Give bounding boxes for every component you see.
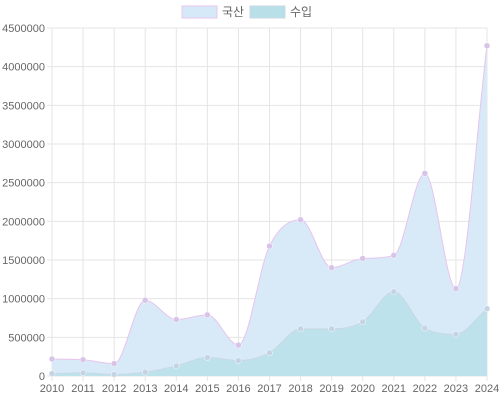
- data-point-series-1[interactable]: [359, 255, 366, 262]
- legend-swatch: [249, 5, 286, 19]
- data-point-series-1[interactable]: [297, 216, 304, 224]
- legend-label: 수입: [290, 5, 312, 19]
- y-tick-label: 3000000: [2, 139, 45, 151]
- area-series-2: [52, 291, 487, 376]
- data-point-series-1[interactable]: [48, 355, 56, 363]
- x-axis: 2010 2011 2012 2013 2014 2015 2016 2017 2018 2019…: [40, 376, 499, 395]
- line-series-1: [51, 45, 488, 365]
- y-tick-label: 0: [39, 371, 45, 383]
- data-point-series-1[interactable]: [79, 356, 87, 364]
- chart-legend[interactable]: 국산 수입: [181, 5, 312, 19]
- data-point-series-2[interactable]: [235, 357, 242, 364]
- area-series-1: [52, 45, 487, 376]
- x-tick-label: 2023: [444, 383, 468, 395]
- x-tick-label: 2019: [319, 383, 343, 395]
- y-tick-label: 1000000: [2, 294, 45, 306]
- data-point-series-1[interactable]: [266, 242, 273, 250]
- legend-item-1[interactable]: 국산: [181, 5, 244, 19]
- data-point-series-1[interactable]: [173, 316, 180, 323]
- y-tick-label: 500000: [8, 332, 45, 344]
- y-tick-label: 1500000: [2, 255, 45, 267]
- x-tick-label: 2011: [71, 383, 95, 395]
- data-point-series-2[interactable]: [483, 305, 491, 312]
- data-point-series-1[interactable]: [328, 264, 335, 271]
- data-point-series-1[interactable]: [110, 360, 118, 367]
- data-point-series-2[interactable]: [297, 325, 304, 333]
- data-point-series-2[interactable]: [390, 288, 398, 295]
- x-tick-label: 2017: [257, 383, 281, 395]
- y-tick-label: 2500000: [2, 178, 45, 190]
- data-point-series-1[interactable]: [390, 252, 398, 259]
- data-point-series-1[interactable]: [452, 285, 460, 292]
- y-axis: 0 500000 1000000 1500000 2000000 2500000 30000…: [2, 23, 52, 383]
- data-point-series-2[interactable]: [421, 324, 429, 332]
- x-tick-label: 2012: [102, 383, 126, 395]
- x-tick-label: 2016: [226, 383, 250, 395]
- x-tick-label: 2015: [195, 383, 219, 395]
- x-tick-label: 2018: [288, 383, 312, 395]
- data-point-series-1[interactable]: [141, 296, 149, 304]
- data-point-series-1[interactable]: [204, 311, 211, 319]
- x-tick-label: 2013: [133, 383, 157, 395]
- x-tick-label: 2024: [475, 383, 499, 395]
- legend-swatch: [181, 5, 218, 19]
- x-tick-label: 2014: [164, 383, 188, 395]
- data-point-series-1[interactable]: [235, 341, 242, 349]
- data-point-series-2[interactable]: [452, 330, 460, 338]
- y-tick-label: 4500000: [2, 23, 45, 35]
- x-tick-label: 2021: [382, 383, 406, 395]
- x-tick-label: 2010: [40, 383, 64, 395]
- data-point-series-2[interactable]: [359, 318, 366, 326]
- data-point-series-2[interactable]: [141, 368, 149, 376]
- data-point-series-1[interactable]: [483, 42, 491, 50]
- y-tick-label: 3500000: [2, 100, 45, 112]
- legend-label: 국산: [222, 5, 244, 19]
- data-point-series-2[interactable]: [204, 354, 211, 361]
- data-point-series-1[interactable]: [421, 170, 429, 177]
- y-tick-label: 4000000: [2, 62, 45, 74]
- data-point-series-2[interactable]: [173, 362, 180, 370]
- legend-item-2[interactable]: 수입: [249, 5, 312, 19]
- x-tick-label: 2022: [413, 383, 437, 395]
- x-tick-label: 2020: [350, 383, 374, 395]
- chart-points[interactable]: [48, 42, 491, 378]
- data-point-series-2[interactable]: [79, 369, 87, 377]
- y-tick-label: 2000000: [2, 216, 45, 228]
- data-point-series-2[interactable]: [266, 349, 273, 357]
- data-point-series-2[interactable]: [328, 325, 335, 333]
